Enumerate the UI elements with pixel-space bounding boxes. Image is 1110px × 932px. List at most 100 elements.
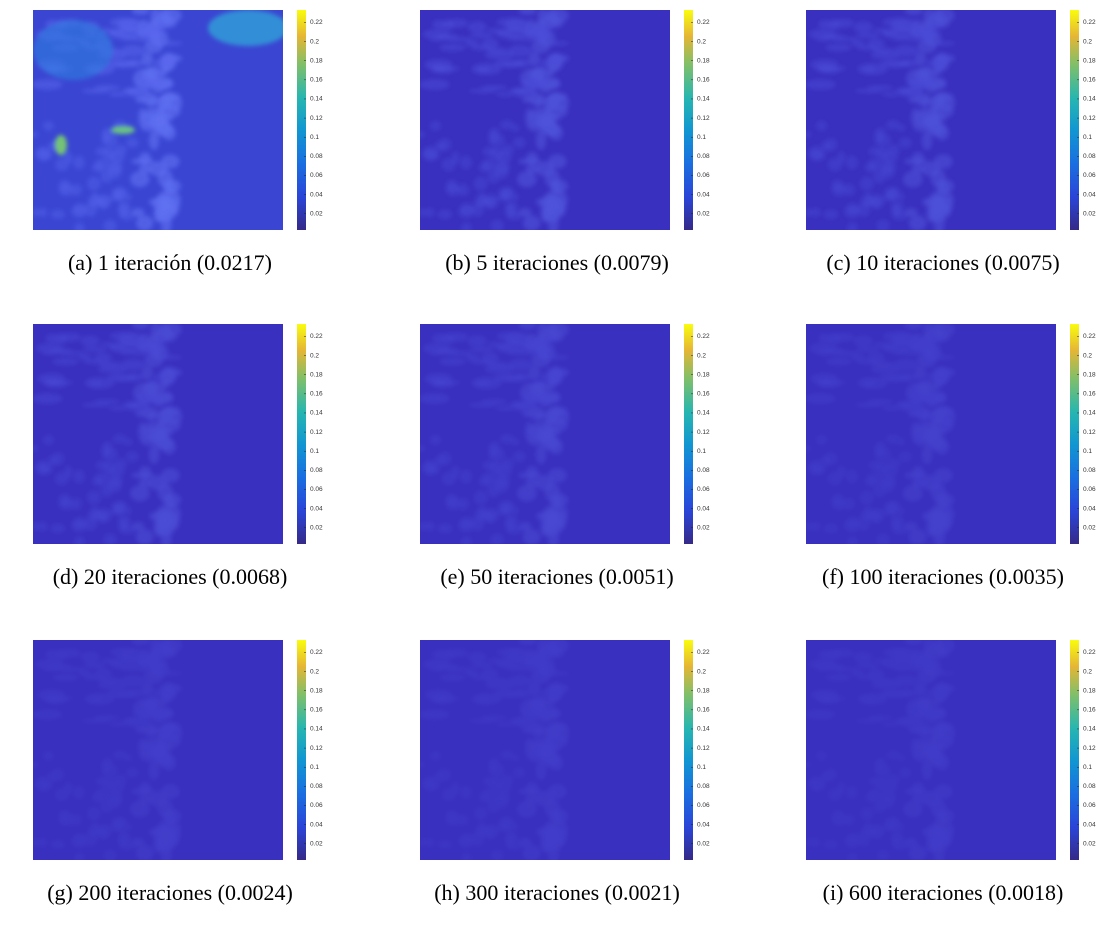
- texture-blob: [87, 177, 101, 191]
- texture-blob: [865, 476, 876, 486]
- texture-blob: [92, 162, 103, 172]
- texture-blob: [119, 525, 135, 534]
- texture-blob: [139, 152, 151, 164]
- texture-blob: [536, 791, 555, 806]
- texture-blob: [100, 800, 112, 813]
- texture-blob: [55, 334, 67, 345]
- texture-blob: [863, 380, 876, 386]
- texture-blob: [935, 493, 954, 507]
- texture-blob: [935, 179, 954, 193]
- texture-blob: [526, 29, 555, 38]
- texture-blob: [39, 838, 48, 847]
- texture-blob: [819, 66, 846, 71]
- texture-blob: [127, 89, 150, 98]
- colorbar-tick-label: 0.04: [310, 191, 323, 198]
- texture-blob: [923, 355, 955, 359]
- texture-blob: [28, 131, 38, 137]
- texture-blob: [51, 524, 65, 533]
- texture-blob: [909, 529, 926, 545]
- texture-blob: [474, 807, 488, 821]
- texture-blob: [71, 498, 82, 509]
- texture-blob: [120, 656, 135, 661]
- texture-blob: [821, 141, 831, 151]
- texture-blob: [153, 825, 175, 845]
- texture-blob: [933, 54, 951, 62]
- texture-blob: [487, 800, 499, 813]
- texture-blob: [83, 347, 107, 353]
- colorbar-tick-label: 0.14: [1083, 96, 1096, 103]
- texture-blob: [419, 393, 449, 403]
- texture-blob: [882, 722, 900, 726]
- texture-blob: [127, 719, 150, 728]
- texture-blob: [867, 85, 893, 90]
- texture-blob: [139, 343, 168, 352]
- texture-blob: [32, 709, 62, 719]
- texture-blob: [74, 537, 84, 549]
- texture-blob: [513, 767, 525, 777]
- texture-blob: [442, 472, 456, 485]
- colorbar: [684, 324, 693, 544]
- texture-blob: [860, 807, 874, 821]
- texture-blob: [468, 22, 487, 33]
- texture-blob: [478, 506, 486, 521]
- texture-blob: [498, 817, 514, 826]
- panel: 0.020.040.060.080.10.120.140.160.180.20.…: [801, 636, 1096, 905]
- texture-blob: [805, 208, 812, 216]
- texture-blob: [458, 814, 469, 825]
- texture-blob: [162, 440, 176, 455]
- texture-blob: [537, 355, 569, 359]
- texture-blob: [52, 674, 78, 681]
- texture-blob: [498, 501, 514, 510]
- texture-blob: [104, 534, 117, 546]
- texture-blob: [442, 334, 454, 345]
- colorbar-tick-label: 0.2: [697, 668, 706, 675]
- texture-blob: [821, 455, 831, 465]
- texture-blob: [919, 79, 935, 87]
- texture-blob: [547, 368, 565, 376]
- texture-blob: [909, 845, 926, 861]
- colorbar: [1070, 324, 1079, 544]
- texture-blob: [158, 22, 172, 28]
- texture-blob: [442, 158, 456, 171]
- texture-blob: [496, 406, 514, 410]
- texture-blob: [847, 853, 857, 865]
- texture-blob: [545, 336, 559, 342]
- texture-blob: [460, 470, 471, 484]
- texture-blob: [71, 519, 87, 531]
- texture-blob: [52, 358, 78, 365]
- texture-blob: [884, 817, 900, 826]
- colorbar-tick-label: 0.08: [310, 153, 323, 160]
- texture-blob: [877, 764, 891, 777]
- texture-blob: [161, 322, 181, 336]
- texture-blob: [87, 807, 101, 821]
- colorbar-tick-label: 0.02: [310, 524, 323, 531]
- colorbar-tick-label: 0.2: [310, 352, 319, 359]
- texture-blob: [136, 529, 153, 545]
- texture-blob: [39, 208, 48, 217]
- texture-blob: [422, 463, 434, 473]
- texture-blob: [497, 509, 511, 515]
- texture-blob: [150, 41, 182, 45]
- texture-blob: [846, 156, 857, 170]
- texture-blob: [823, 34, 844, 40]
- texture-blob: [548, 8, 568, 22]
- texture-blob: [43, 435, 54, 445]
- texture-blob: [468, 652, 487, 663]
- texture-blob: [540, 825, 562, 845]
- texture-blob: [548, 638, 568, 652]
- texture-blob: [511, 439, 519, 445]
- texture-blob: [496, 92, 514, 96]
- texture-blob: [877, 134, 891, 147]
- texture-blob: [149, 475, 168, 490]
- texture-blob: [801, 445, 811, 451]
- texture-blob: [121, 675, 145, 687]
- texture-blob: [496, 151, 512, 162]
- colorbar-tick-label: 0.12: [310, 745, 323, 752]
- texture-blob: [81, 652, 100, 663]
- texture-blob: [812, 208, 821, 217]
- texture-blob: [422, 779, 434, 789]
- colorbar: [297, 10, 306, 230]
- colorbar-tick-label: 0.1: [1083, 448, 1092, 455]
- texture-blob: [526, 343, 555, 352]
- colorbar-tick-label: 0.2: [310, 38, 319, 45]
